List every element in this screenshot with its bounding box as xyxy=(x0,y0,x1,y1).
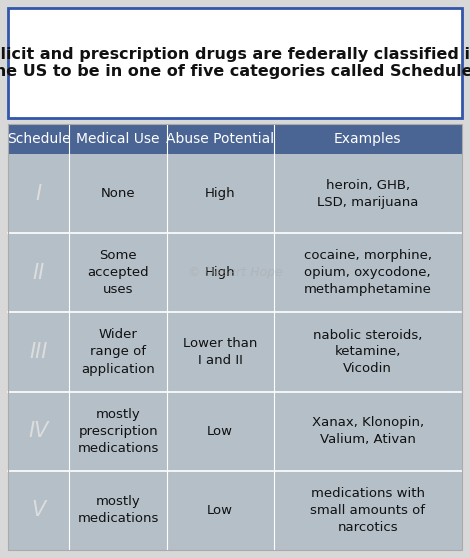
Text: nabolic steroids,
ketamine,
Vicodin: nabolic steroids, ketamine, Vicodin xyxy=(313,329,423,376)
Bar xyxy=(167,392,274,471)
Text: Illicit and prescription drugs are federally classified in
the US to be in one o: Illicit and prescription drugs are feder… xyxy=(0,47,470,79)
Text: Medical Use: Medical Use xyxy=(76,132,160,146)
Text: medications with
small amounts of
narcotics: medications with small amounts of narcot… xyxy=(310,487,425,534)
Bar xyxy=(69,471,167,550)
Text: V: V xyxy=(31,501,46,521)
Text: heroin, GHB,
LSD, marijuana: heroin, GHB, LSD, marijuana xyxy=(317,179,418,209)
Bar xyxy=(69,392,167,471)
FancyBboxPatch shape xyxy=(8,8,462,118)
Text: I: I xyxy=(36,184,42,204)
Text: mostly
prescription
medications: mostly prescription medications xyxy=(78,408,159,455)
Text: Xanax, Klonopin,
Valium, Ativan: Xanax, Klonopin, Valium, Ativan xyxy=(312,416,424,446)
Text: II: II xyxy=(32,263,45,283)
Text: High: High xyxy=(205,187,235,200)
Bar xyxy=(8,124,69,154)
Bar xyxy=(167,312,274,392)
Bar xyxy=(8,471,69,550)
Text: Abuse Potential: Abuse Potential xyxy=(166,132,274,146)
Text: Schedule: Schedule xyxy=(7,132,70,146)
Text: mostly
medications: mostly medications xyxy=(78,496,159,526)
Bar xyxy=(274,392,462,471)
Bar xyxy=(274,312,462,392)
Text: None: None xyxy=(101,187,135,200)
Text: High: High xyxy=(205,266,235,280)
Text: © Desert Hope: © Desert Hope xyxy=(188,266,282,280)
Text: Wider
range of
application: Wider range of application xyxy=(81,329,155,376)
Text: Some
accepted
uses: Some accepted uses xyxy=(87,249,149,296)
Text: IV: IV xyxy=(29,421,49,441)
Bar xyxy=(167,154,274,233)
Bar xyxy=(274,471,462,550)
Text: Low: Low xyxy=(207,425,233,437)
Bar xyxy=(69,154,167,233)
Bar xyxy=(167,471,274,550)
Bar xyxy=(274,124,462,154)
Bar xyxy=(69,233,167,312)
Bar xyxy=(274,154,462,233)
Bar xyxy=(8,312,69,392)
Bar xyxy=(69,124,167,154)
Text: cocaine, morphine,
opium, oxycodone,
methamphetamine: cocaine, morphine, opium, oxycodone, met… xyxy=(304,249,432,296)
Bar xyxy=(274,233,462,312)
Text: III: III xyxy=(30,342,48,362)
Bar xyxy=(8,124,462,550)
Text: Examples: Examples xyxy=(334,132,401,146)
Text: Low: Low xyxy=(207,504,233,517)
Bar xyxy=(8,154,69,233)
Bar xyxy=(167,233,274,312)
Bar xyxy=(8,233,69,312)
Text: Lower than
I and II: Lower than I and II xyxy=(183,337,258,367)
Bar xyxy=(8,392,69,471)
Bar xyxy=(167,124,274,154)
Bar xyxy=(69,312,167,392)
